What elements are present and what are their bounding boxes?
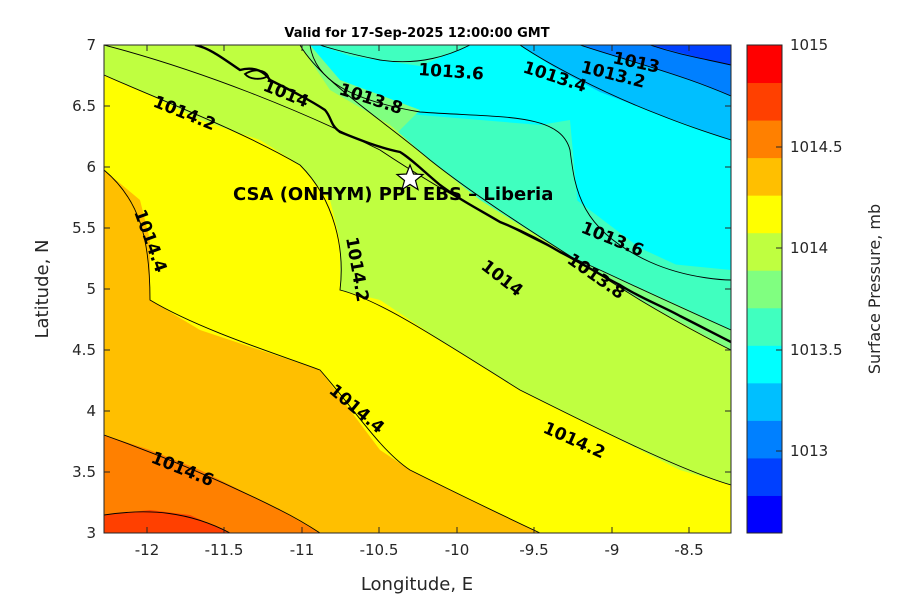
contour-line-1014 bbox=[299, 45, 731, 351]
coastline-island bbox=[243, 69, 270, 80]
y-tick-label: 6 bbox=[86, 158, 96, 176]
colorbar-swatches bbox=[747, 45, 782, 534]
colorbar-swatch bbox=[747, 45, 782, 84]
x-tick-label: -11 bbox=[290, 541, 315, 559]
colorbar-label: Surface Pressure, mb bbox=[865, 204, 884, 374]
contour-map bbox=[104, 45, 731, 533]
contour-line-1013.6 bbox=[309, 45, 731, 281]
contour-line-1013.8 bbox=[104, 45, 731, 331]
x-axis-label: Longitude, E bbox=[361, 574, 473, 595]
colorbar-frame bbox=[746, 44, 783, 534]
y-axis-label: Latitude, N bbox=[32, 240, 53, 339]
figure-title: Valid for 17-Sep-2025 12:00:00 GMT bbox=[284, 26, 549, 41]
contour-line-1013 bbox=[649, 45, 731, 66]
contour-line-1014.8 bbox=[104, 511, 231, 533]
colorbar-tick-label: 1013 bbox=[790, 442, 828, 460]
colorbar-swatch bbox=[747, 457, 782, 496]
contour-line-1013.4 bbox=[519, 45, 731, 141]
site-label: CSA (ONHYM) PPL EBS – Liberia bbox=[233, 184, 553, 205]
star-icon bbox=[395, 163, 425, 191]
y-tick-label: 4 bbox=[86, 402, 96, 420]
colorbar-swatch bbox=[747, 307, 782, 346]
x-tick-label: -11.5 bbox=[205, 541, 244, 559]
colorbar-swatch bbox=[747, 82, 782, 121]
coastline bbox=[194, 45, 731, 344]
contour-label: 1013.6 bbox=[418, 60, 485, 85]
colorbar-swatch bbox=[747, 195, 782, 234]
colorbar-tick-label: 1014.5 bbox=[790, 138, 843, 156]
colorbar-swatch bbox=[747, 382, 782, 421]
contour-line-1014.4 bbox=[104, 169, 541, 533]
contour-line-1014.2 bbox=[104, 74, 731, 486]
colorbar-tick-label: 1013.5 bbox=[790, 341, 843, 359]
y-tick-label: 7 bbox=[86, 36, 96, 54]
y-tick-label: 3 bbox=[86, 524, 96, 542]
colorbar-swatch bbox=[747, 232, 782, 271]
band-1013-1013.2 bbox=[580, 45, 731, 96]
band-1014.8-1015 bbox=[104, 510, 230, 533]
y-tick-label: 5.5 bbox=[72, 219, 96, 237]
x-tick-label: -12 bbox=[135, 541, 160, 559]
y-tick-label: 4.5 bbox=[72, 341, 96, 359]
colorbar: 1015 1014.5 1014 1013.5 1013 Surface Pre… bbox=[746, 36, 884, 534]
x-tick-label: -10.5 bbox=[360, 541, 399, 559]
x-tick-label: -10 bbox=[445, 541, 470, 559]
colorbar-tick-label: 1014 bbox=[790, 239, 828, 257]
colorbar-swatch bbox=[747, 270, 782, 309]
colorbar-swatch bbox=[747, 120, 782, 159]
colorbar-swatch bbox=[747, 157, 782, 196]
colorbar-swatch bbox=[747, 495, 782, 534]
x-tick-label: -8.5 bbox=[674, 541, 703, 559]
colorbar-swatch bbox=[747, 420, 782, 459]
band-1014.6-1014.8 bbox=[104, 435, 320, 533]
band-1014.4-1014.6 bbox=[104, 170, 540, 533]
y-tick-label: 3.5 bbox=[72, 463, 96, 481]
y-axis: 7 6.5 6 5.5 5 4.5 4 3.5 3 Latitude, N bbox=[32, 36, 731, 542]
x-axis: -12 -11.5 -11 -10.5 -10 -9.5 -9 -8.5 Lon… bbox=[135, 45, 704, 595]
x-tick-label: -9.5 bbox=[519, 541, 548, 559]
contour-line-1013.2 bbox=[579, 45, 731, 97]
y-tick-label: 6.5 bbox=[72, 97, 96, 115]
colorbar-tick-label: 1015 bbox=[790, 36, 828, 54]
colorbar-swatch bbox=[747, 345, 782, 384]
y-tick-label: 5 bbox=[86, 280, 96, 298]
x-tick-label: -9 bbox=[605, 541, 620, 559]
contour-line-1014.6 bbox=[104, 434, 321, 533]
contour-lines bbox=[104, 45, 731, 533]
band-1012.8-1013 bbox=[650, 45, 731, 65]
